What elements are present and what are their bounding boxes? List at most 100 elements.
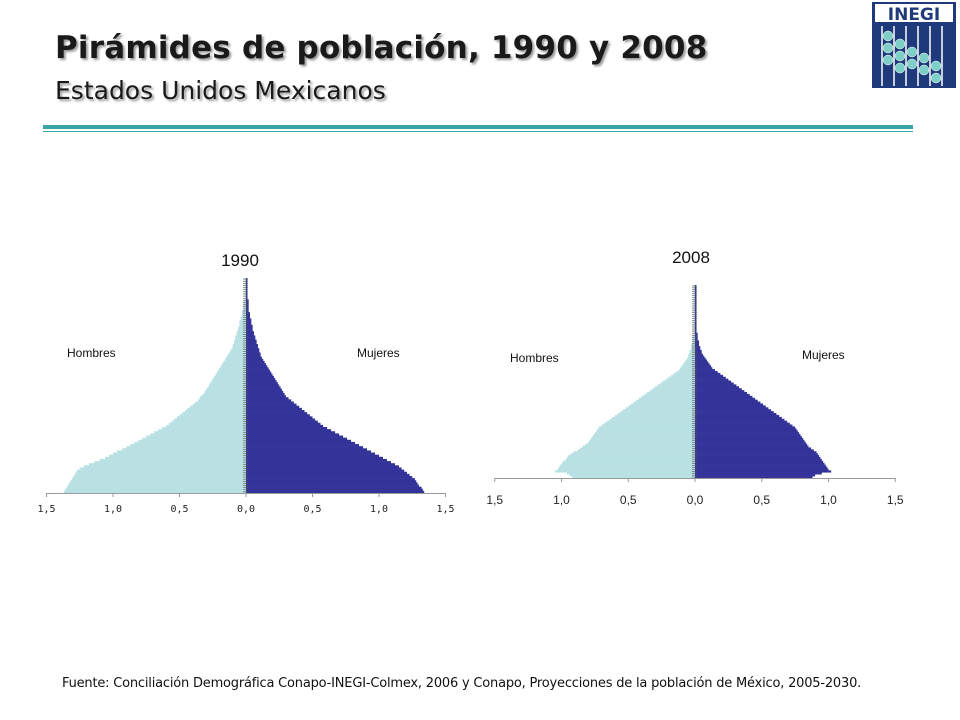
bar-mujeres-2008-47 [695, 386, 740, 389]
bar-mujeres-1990-56 [246, 371, 272, 375]
bar-hombres-2008-18 [588, 441, 695, 444]
bar-hombres-1990-44 [199, 397, 246, 400]
bar-hombres-1990-27 [150, 433, 246, 436]
bar-hombres-1990-3 [67, 484, 246, 487]
bar-hombres-1990-58 [219, 367, 246, 370]
bar-mujeres-1990-70 [246, 341, 257, 345]
bar-hombres-2008-33 [617, 413, 695, 416]
bar-mujeres-2008-21 [695, 435, 802, 439]
bar-hombres-1990-55 [215, 373, 246, 377]
bar-hombres-2008-19 [589, 439, 695, 442]
bar-mujeres-1990-13 [246, 463, 395, 466]
bar-mujeres-2008-24 [695, 430, 798, 433]
bar-hombres-2008-49 [660, 382, 695, 385]
bar-mujeres-1990-9 [246, 471, 407, 475]
bar-mujeres-1990-41 [246, 403, 297, 407]
bar-mujeres-2008-70 [695, 342, 700, 345]
bar-mujeres-2008-61 [695, 359, 708, 362]
bar-hombres-2008-53 [670, 374, 695, 378]
bar-mujeres-2008-50 [695, 380, 732, 383]
bar-mujeres-2008-55 [695, 370, 718, 374]
bar-hombres-1990-56 [216, 371, 246, 375]
bar-hombres-2008-54 [673, 372, 695, 376]
bar-mujeres-1990-61 [246, 361, 265, 364]
bar-mujeres-1990-27 [246, 433, 340, 436]
bar-hombres-1990-19 [116, 450, 247, 453]
bar-mujeres-2008-33 [695, 413, 777, 416]
bar-hombres-1990-75 [236, 331, 246, 334]
bar-hombres-2008-46 [652, 388, 695, 391]
bar-hombres-2008-11 [568, 455, 695, 458]
bar-mujeres-1990-2 [246, 486, 422, 490]
bar-mujeres-2008-25 [695, 428, 797, 431]
bar-mujeres-2008-0 [695, 476, 813, 479]
bar-hombres-2008-37 [628, 405, 695, 408]
bar-mujeres-2008-13 [695, 451, 817, 454]
bar-hombres-1990-41 [192, 403, 246, 407]
bar-mujeres-2008-14 [695, 449, 814, 452]
bar-mujeres-2008-18 [695, 441, 806, 444]
bar-mujeres-1990-21 [246, 446, 364, 449]
bar-hombres-1990-79 [239, 322, 246, 326]
bar-mujeres-1990-62 [246, 358, 264, 362]
bar-mujeres-2008-34 [695, 411, 774, 414]
bar-hombres-2008-4 [557, 468, 695, 471]
bar-hombres-2008-43 [644, 393, 695, 397]
bar-mujeres-1990-37 [246, 412, 308, 415]
bar-mujeres-2008-9 [695, 458, 822, 462]
bar-mujeres-2008-29 [695, 420, 788, 423]
bar-mujeres-2008-59 [695, 363, 710, 366]
bar-mujeres-1990-40 [246, 405, 300, 409]
bar-mujeres-2008-38 [695, 403, 764, 406]
bar-mujeres-1990-6 [246, 478, 415, 481]
bar-hombres-1990-10 [77, 469, 246, 473]
title-divider-thin [43, 131, 913, 132]
bar-mujeres-1990-35 [246, 416, 313, 419]
bar-hombres-1990-18 [113, 452, 246, 455]
bar-mujeres-1990-67 [246, 348, 260, 351]
bar-mujeres-1990-36 [246, 414, 310, 417]
bar-mujeres-1990-20 [246, 448, 368, 451]
bar-mujeres-1990-47 [246, 390, 284, 394]
bar-hombres-1990-26 [146, 435, 246, 438]
bar-hombres-1990-43 [198, 399, 246, 402]
bar-mujeres-2008-51 [695, 378, 729, 381]
bar-mujeres-1990-63 [246, 356, 262, 360]
bar-hombres-1990-16 [105, 456, 247, 460]
bar-hombres-1990-12 [83, 465, 247, 468]
bar-hombres-1990-63 [226, 356, 246, 360]
bar-hombres-1990-57 [218, 369, 246, 372]
bar-hombres-1990-11 [79, 467, 246, 470]
bar-mujeres-1990-81 [246, 318, 252, 321]
x-tick-label-1990-3: 0,0 [237, 504, 255, 515]
bar-hombres-2008-29 [606, 420, 695, 423]
bar-mujeres-2008-10 [695, 456, 821, 460]
bar-mujeres-1990-66 [246, 350, 260, 353]
bar-hombres-1990-76 [238, 329, 246, 332]
label-hombres-1990: Hombres [67, 346, 116, 360]
bar-mujeres-1990-3 [246, 484, 419, 487]
bar-mujeres-1990-28 [246, 431, 336, 434]
bar-mujeres-1990-32 [246, 422, 321, 426]
bar-mujeres-2008-40 [695, 399, 758, 402]
bar-hombres-1990-30 [162, 427, 246, 430]
bar-mujeres-2008-4 [695, 468, 829, 471]
bar-hombres-2008-59 [682, 363, 695, 366]
bar-mujeres-2008-3 [695, 470, 832, 473]
x-tick-label-2008-4: 0,5 [753, 493, 770, 507]
bar-hombres-1990-48 [206, 388, 246, 392]
x-tick-label-2008-1: 1,0 [553, 493, 570, 507]
bar-hombres-1990-9 [75, 471, 246, 475]
bar-hombres-1990-71 [234, 339, 246, 343]
bar-mujeres-1990-18 [246, 452, 376, 455]
bar-mujeres-2008-5 [695, 466, 828, 469]
bar-mujeres-1990-5 [246, 480, 417, 483]
bar-mujeres-2008-52 [695, 376, 726, 379]
bar-mujeres-2008-22 [695, 434, 801, 437]
bar-mujeres-2008-53 [695, 374, 724, 378]
bar-mujeres-1990-7 [246, 475, 413, 479]
bar-hombres-2008-10 [566, 456, 695, 460]
label-mujeres-2008: Mujeres [802, 348, 845, 362]
bar-mujeres-1990-15 [246, 458, 387, 462]
